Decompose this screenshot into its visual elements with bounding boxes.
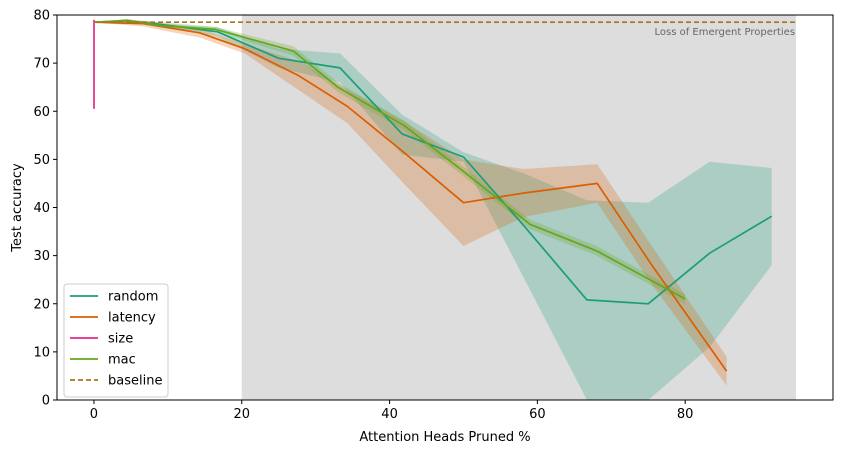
series-lines-layer [93, 19, 796, 372]
legend-box [63, 283, 169, 398]
legend-label-random: random [108, 290, 158, 305]
legend-label-mac: mac [108, 353, 136, 368]
legend-label-size: size [108, 332, 133, 347]
y-tick-label: 80 [33, 9, 50, 24]
shaded-region-label: Loss of Emergent Properties [654, 27, 795, 38]
line-latency [93, 21, 728, 372]
confidence-bands-layer [94, 18, 772, 400]
axis-ticks-layer: 0 20 40 60 80 0 10 20 30 40 50 60 70 80 [33, 9, 693, 423]
shaded-region-layer [241, 15, 797, 400]
y-tick-label: 70 [33, 57, 50, 72]
shaded-region [241, 15, 797, 400]
y-tick-label: 60 [33, 105, 50, 120]
y-tick-label: 20 [33, 297, 50, 312]
x-tick-label: 0 [90, 407, 98, 422]
y-axis-label: Test accuracy [10, 163, 25, 253]
y-tick-label: 50 [33, 153, 50, 168]
x-tick-label: 40 [381, 407, 398, 422]
line-mac [93, 19, 686, 300]
x-tick-label: 80 [677, 407, 694, 422]
band-latency [94, 20, 727, 386]
y-tick-label: 40 [33, 201, 50, 216]
x-tick-label: 20 [233, 407, 250, 422]
line-random [93, 19, 773, 305]
x-tick-label: 60 [529, 407, 546, 422]
x-axis-label: Attention Heads Pruned % [359, 430, 530, 445]
legend-label-baseline: baseline [108, 374, 162, 389]
y-tick-label: 30 [33, 249, 50, 264]
band-random [94, 19, 772, 400]
legend-label-latency: latency [108, 311, 156, 326]
legend: random latency size mac baseline [63, 283, 169, 398]
y-tick-label: 0 [42, 394, 50, 409]
y-tick-label: 10 [33, 345, 50, 360]
